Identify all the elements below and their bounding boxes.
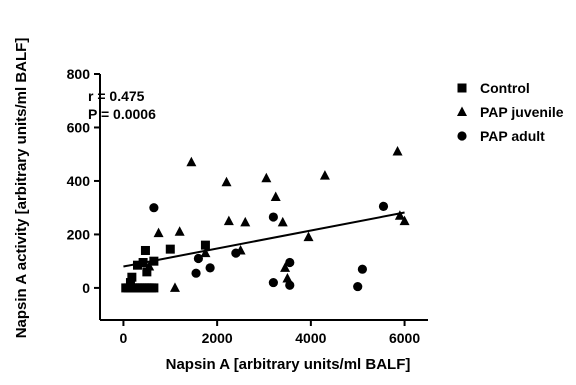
point-control [132, 260, 142, 270]
point-pap-adult [285, 280, 295, 290]
y-tick-label: 400 [67, 173, 91, 189]
x-axis-label: Napsin A [arbitrary units/ml BALF] [166, 356, 411, 373]
legend: Control PAP juvenile PAP adult [457, 80, 564, 144]
point-pap-juvenile [174, 226, 185, 236]
point-control [200, 240, 210, 250]
point-pap-adult [268, 277, 278, 288]
point-control [165, 244, 175, 254]
point-pap-adult [268, 212, 278, 222]
point-pap-adult [231, 248, 241, 258]
point-pap-juvenile [319, 170, 330, 180]
point-pap-juvenile [186, 156, 197, 167]
point-pap-juvenile [169, 282, 180, 292]
point-control [149, 256, 159, 266]
legend-label-pap-juvenile: PAP juvenile [480, 104, 564, 120]
regression-line [123, 211, 405, 268]
axes: 0 200 400 600 800 0 2000 4000 6000 [67, 66, 428, 346]
legend-marker-pap-adult [457, 131, 467, 141]
point-pap-juvenile [394, 210, 405, 220]
point-pap-juvenile [303, 231, 314, 242]
x-tick-label: 0 [120, 330, 128, 346]
x-tick-label: 4000 [295, 330, 326, 346]
point-pap-adult [353, 281, 363, 292]
point-pap-juvenile [153, 227, 164, 238]
point-pap-juvenile [399, 215, 410, 226]
legend-label-pap-adult: PAP adult [480, 128, 545, 144]
y-tick-label: 0 [82, 280, 90, 296]
y-tick-label: 200 [67, 226, 91, 242]
point-pap-adult [205, 263, 215, 273]
point-pap-juvenile [221, 176, 232, 187]
y-axis-label: Napsin A activity [arbitrary units/ml BA… [13, 38, 30, 339]
point-pap-juvenile [280, 262, 291, 272]
point-pap-juvenile [270, 191, 281, 201]
point-pap-juvenile [144, 261, 155, 271]
point-pap-juvenile [392, 146, 403, 156]
legend-marker-control [457, 83, 467, 93]
point-pap-juvenile [223, 215, 234, 226]
point-pap-adult [191, 268, 201, 278]
point-pap-adult [378, 201, 389, 211]
correlation-r-label: r = 0.475 [88, 88, 145, 104]
point-pap-adult [193, 253, 203, 264]
point-pap-adult [285, 257, 295, 268]
point-control [140, 245, 150, 255]
x-tick-label: 2000 [202, 330, 233, 346]
point-pap-juvenile [200, 247, 211, 258]
data-points [121, 146, 410, 293]
point-control [138, 258, 148, 268]
point-control [125, 278, 135, 288]
point-pap-juvenile [261, 172, 272, 183]
legend-label-control: Control [480, 80, 530, 96]
point-pap-adult [149, 203, 159, 213]
y-tick-label: 800 [67, 66, 91, 82]
legend-marker-pap-juvenile [457, 106, 467, 116]
point-control [142, 267, 152, 277]
p-value-label: P = 0.0006 [88, 106, 156, 122]
x-tick-label: 6000 [389, 330, 420, 346]
point-pap-juvenile [240, 216, 251, 227]
y-tick-label: 600 [67, 119, 91, 135]
point-pap-adult [357, 264, 367, 274]
point-control [127, 272, 137, 282]
point-pap-juvenile [277, 216, 288, 227]
point-control [149, 283, 159, 293]
point-pap-juvenile [282, 273, 293, 283]
